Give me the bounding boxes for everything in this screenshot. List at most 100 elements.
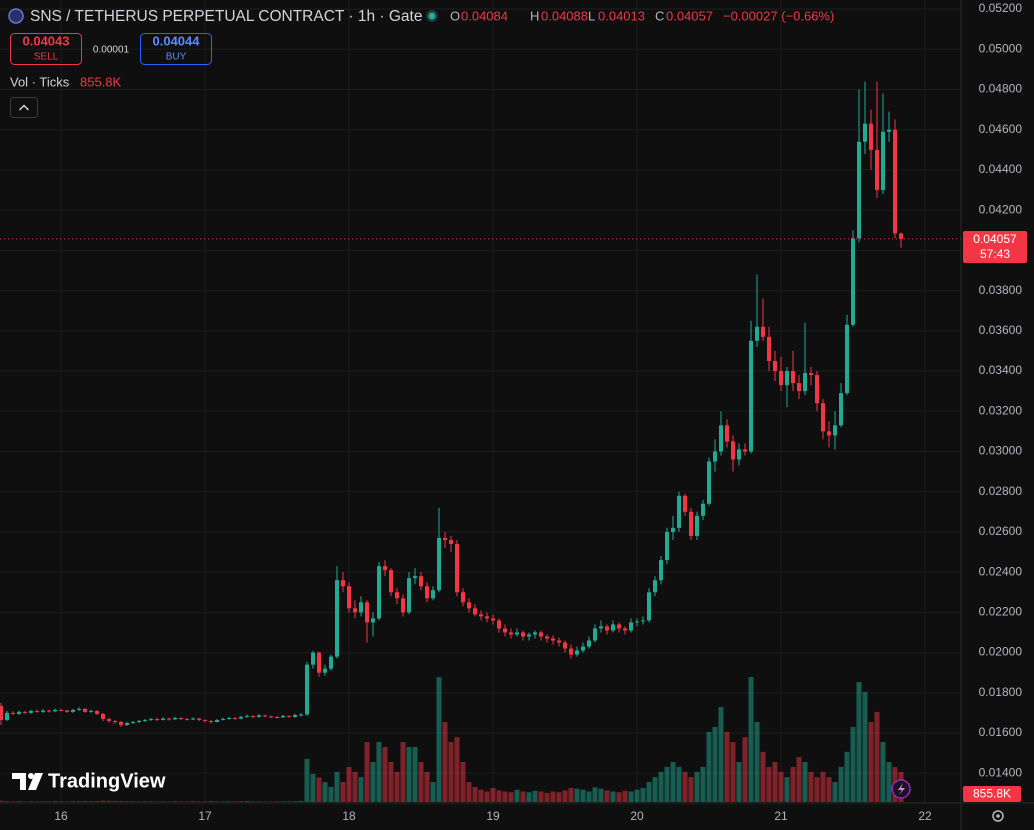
volume-bar [118,801,124,802]
candle-body [641,620,645,622]
volume-bar [22,801,28,802]
volume-bar [508,792,514,802]
candle-body [149,718,153,720]
y-tick-label: 0.02600 [979,524,1023,538]
volume-bar [358,777,364,802]
candle-body [71,709,75,712]
volume-bar [424,771,430,802]
volume-bar [652,777,658,802]
volume-bar [40,801,46,802]
alert-icon [898,783,905,795]
volume-bar [802,762,808,802]
volume-bar [436,677,442,802]
volume-tag-label: 855.8K [973,787,1011,801]
candle-body [215,719,219,722]
sell-button[interactable] [10,33,82,65]
volume-bar [688,777,694,802]
candle-body [119,721,123,725]
candle-body [155,718,159,720]
candle-body [767,336,771,361]
volume-bar [796,757,802,802]
volume-bar [268,801,274,802]
volume-bar [748,677,754,802]
volume-bar [808,771,814,802]
volume-bar [730,742,736,802]
volume-bar [382,746,388,802]
volume-bar [208,801,214,802]
volume-bar [664,766,670,802]
candle-body [335,580,339,657]
candle-body [371,618,375,623]
candle-body [455,543,459,593]
y-tick-label: 0.04600 [979,122,1023,136]
candle-body [575,650,579,655]
status-dot [428,12,436,20]
y-tick-label: 0.03200 [979,403,1023,417]
price-change: −0.00027 (−0.66%) [723,8,834,23]
volume-bar [490,787,496,802]
candle-body [353,608,357,613]
volume-bar [874,711,880,802]
candle-body [671,527,675,532]
y-tick-label: 0.02400 [979,564,1023,578]
y-tick-label: 0.04200 [979,202,1023,216]
volume-bar [844,751,850,802]
collapse-button[interactable] [10,97,38,118]
volume-bar [502,791,508,802]
volume-bar [550,791,556,802]
volume-bar [556,792,562,802]
buy-button[interactable] [140,33,212,65]
watermark-text: TradingView [48,770,166,792]
volume-bar [514,789,520,802]
volume-bar [388,762,394,802]
volume-bar [658,771,664,802]
countdown: 57:43 [980,247,1010,261]
y-tick-label: 0.05000 [979,41,1023,55]
volume-bar [538,791,544,802]
volume-bar [178,801,184,802]
watermark: TradingView [12,770,166,792]
volume-bar [100,800,106,802]
candle-body [167,718,171,720]
volume-bar [130,801,136,802]
candle-body [161,718,165,720]
candle-body [47,710,51,712]
candle-body [101,713,105,719]
candle-body [179,717,183,719]
volume-bar [580,789,586,802]
volume-bar [394,771,400,802]
settings-button[interactable] [992,810,1004,822]
candle-body [863,123,867,142]
candle-body [881,131,885,191]
candle-body [191,718,195,720]
header: SNS / TETHERUS PERPETUAL CONTRACT · 1h ·… [8,8,834,118]
volume-bar [472,786,478,802]
candle-body [791,371,795,384]
candle-body [299,714,303,716]
volume-bar [496,790,502,802]
candle-body [695,515,699,536]
candle-body [425,586,429,599]
candle-body [479,614,483,617]
candle-body [563,642,567,649]
candle-body [725,425,729,442]
logo-dot [28,773,34,779]
volume-bar [442,722,448,802]
volume-bar [262,801,268,802]
volume-bar [838,766,844,802]
y-tick-label: 0.02200 [979,605,1023,619]
volume-bar [814,777,820,802]
candle-body [137,720,141,722]
volume-bar [568,787,574,802]
volume-bar [58,801,64,802]
volume-bar [244,801,250,802]
ohlc-letter: O [450,8,460,23]
candle-body [593,628,597,641]
volume-bar [736,762,742,802]
candle-body [461,592,465,603]
volume-bar [532,790,538,802]
axes: 0.05200 0.05000 0.04800 0.04600 0.04400 0.042… [54,1,1022,823]
candle-body [251,715,255,717]
candle-body [329,656,333,669]
